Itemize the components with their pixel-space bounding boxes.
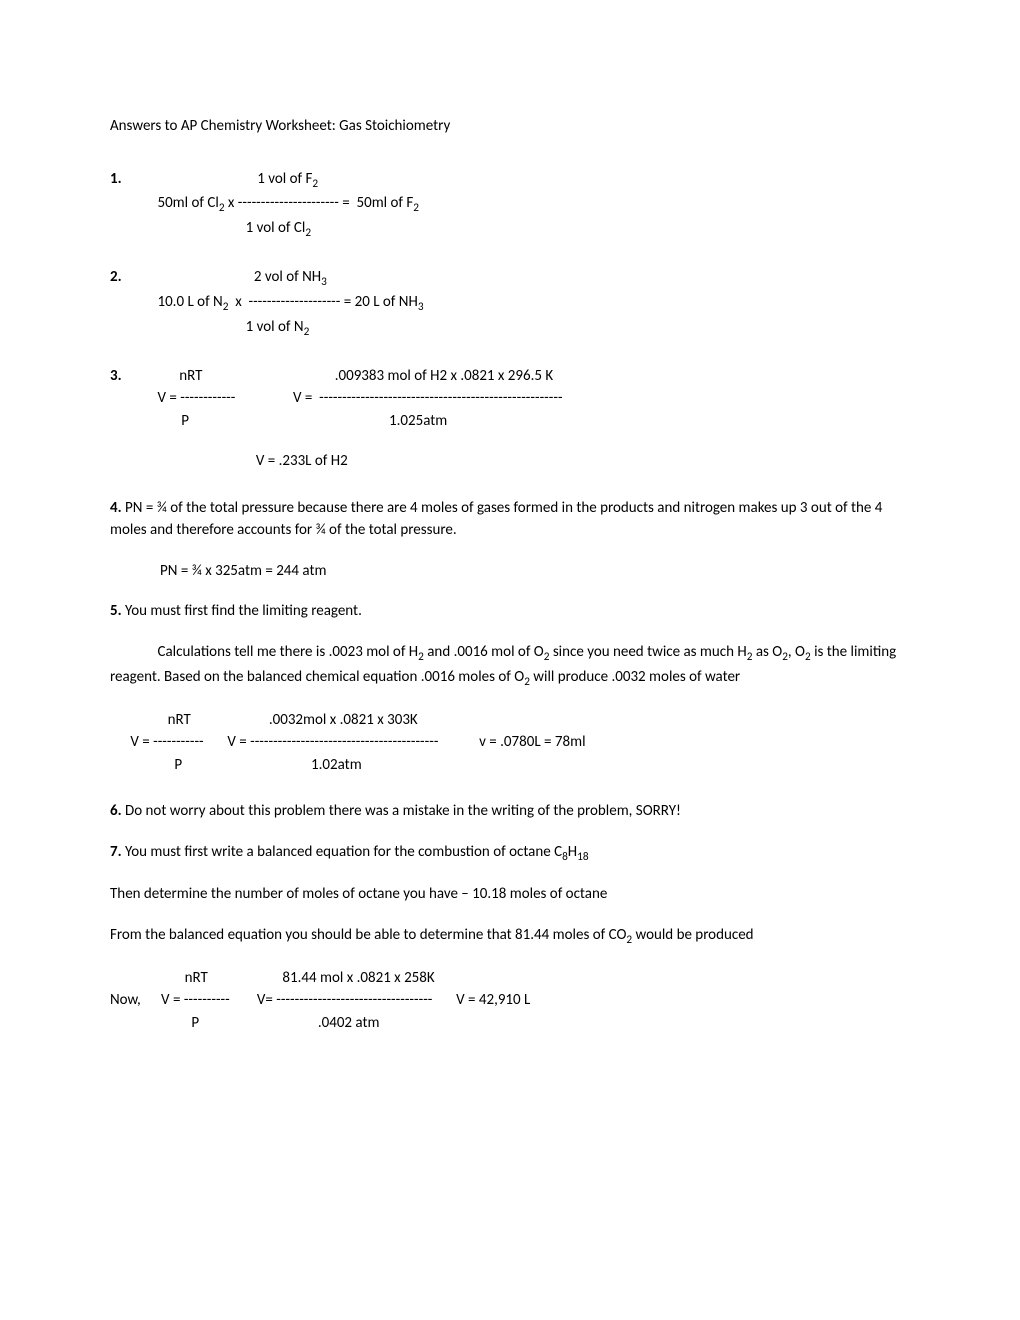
q2-l2-pre: 10.0 L of N [110, 293, 223, 311]
q1-line1: 1. 1 vol of F2 [110, 168, 910, 193]
q7-text2: Then determine the number of moles of oc… [110, 883, 910, 906]
q3-line1: 3. nRT .009383 mol of H2 x .0821 x 296.5… [110, 365, 910, 388]
problem-1: 1. 1 vol of F2 50ml of Cl2 x -----------… [110, 168, 910, 243]
problem-2: 2. 2 vol of NH3 10.0 L of N2 x ---------… [110, 266, 910, 341]
q4-text1: PN = ¾ of the total pressure because the… [110, 499, 882, 540]
q7-eq2: Now, V = ---------- V= -----------------… [110, 989, 910, 1012]
problem-5-intro: 5. You must first find the limiting reag… [110, 600, 910, 623]
q1-l1-sub: 2 [312, 177, 318, 191]
q1-l2-mid: x ---------------------- = 50ml of F [225, 194, 414, 212]
q1-l3-sub: 2 [305, 226, 311, 240]
q3-line2: V = ------------ V = -------------------… [110, 387, 910, 410]
q2-l1-sub: 3 [321, 275, 327, 289]
q4-num: 4. [110, 499, 122, 517]
q5-text1: You must first find the limiting reagent… [122, 602, 362, 620]
q2-l3-pre: 1 vol of N [110, 318, 304, 336]
q1-line3: 1 vol of Cl2 [110, 217, 910, 242]
q2-l3-sub: 2 [304, 325, 310, 339]
q1-line2: 50ml of Cl 2 x ---------------------- = 5… [110, 192, 910, 217]
q5-cm2: since you need twice as much H [549, 643, 746, 661]
q7-text3: From the balanced equation you should be… [110, 924, 910, 949]
q2-l2-sub2: 3 [418, 300, 424, 314]
q5-eq3: P 1.02atm [110, 754, 910, 777]
q5-eq2: V = ----------- V = --------------------… [110, 731, 910, 754]
q1-l2-pre: 50ml of Cl [110, 194, 219, 212]
q7-eq3: P .0402 atm [110, 1012, 910, 1035]
q7-t1p: You must first write a balanced equation… [122, 843, 562, 861]
q5-equation: nRT .0032mol x .0821 x 303K V = --------… [110, 709, 910, 777]
q6-text: Do not worry about this problem there wa… [122, 802, 681, 820]
q3-num: 3. [110, 367, 122, 385]
q2-l1-pre: 2 vol of NH [122, 268, 322, 286]
problem-3: 3. nRT .009383 mol of H2 x .0821 x 296.5… [110, 365, 910, 473]
q5-num: 5. [110, 602, 122, 620]
q5-cm4: , O [788, 643, 805, 661]
q5-cp: Calculations tell me there is .0023 mol … [110, 643, 418, 661]
problem-6: 6. Do not worry about this problem there… [110, 800, 910, 823]
q5-cm3: as O [752, 643, 782, 661]
q1-l3-pre: 1 vol of Cl [110, 219, 305, 237]
q2-l2-mid: x -------------------- = 20 L of NH [228, 293, 417, 311]
q6-num: 6. [110, 802, 122, 820]
q5-cm1: and .0016 mol of O [424, 643, 544, 661]
problem-4: 4. PN = ¾ of the total pressure because … [110, 497, 910, 542]
q3-line4: V = .233L of H2 [110, 450, 910, 473]
q5-eq1: nRT .0032mol x .0821 x 303K [110, 709, 910, 732]
q1-num: 1. [110, 170, 122, 188]
q2-line1: 2. 2 vol of NH3 [110, 266, 910, 291]
q2-num: 2. [110, 268, 122, 286]
page-title: Answers to AP Chemistry Worksheet: Gas S… [110, 115, 910, 138]
q7-t3e: would be produced [632, 926, 753, 944]
problem-7-intro: 7. You must first write a balanced equat… [110, 841, 910, 866]
q7-eq1: nRT 81.44 mol x .0821 x 258K [110, 967, 910, 990]
q3-line3: P 1.025atm [110, 410, 910, 433]
q7-t3p: From the balanced equation you should be… [110, 926, 626, 944]
q5-calc-text: Calculations tell me there is .0023 mol … [110, 641, 910, 691]
q7-t1s2: 18 [577, 850, 588, 864]
q2-line3: 1 vol of N2 [110, 316, 910, 341]
q1-l1-pre: 1 vol of F [122, 170, 313, 188]
q1-l2-sub2: 2 [413, 201, 419, 215]
q5-ce: will produce .0032 moles of water [530, 668, 740, 686]
q7-num: 7. [110, 843, 122, 861]
q7-t1m: H [568, 843, 577, 861]
q7-equation: nRT 81.44 mol x .0821 x 258K Now, V = --… [110, 967, 910, 1035]
q2-line2: 10.0 L of N2 x -------------------- = 20… [110, 291, 910, 316]
q3-l1: nRT .009383 mol of H2 x .0821 x 296.5 K [122, 367, 554, 385]
q4-calc: PN = ¾ x 325atm = 244 atm [110, 560, 910, 583]
